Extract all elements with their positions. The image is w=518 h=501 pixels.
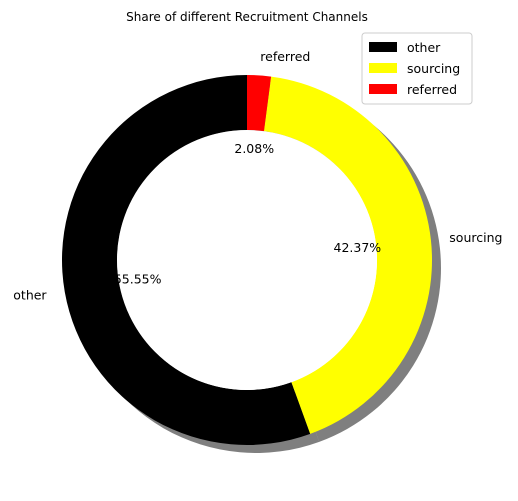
legend-swatch-referred: [369, 84, 397, 94]
slice-labels: other 55.55% sourcing 42.37% referred 2.08%: [13, 49, 502, 302]
legend-label-referred: referred: [407, 82, 457, 97]
legend-swatch-other: [369, 42, 397, 52]
legend-swatch-sourcing: [369, 63, 397, 73]
slice-value-other: 55.55%: [114, 271, 162, 286]
slice-sourcing: [263, 76, 433, 434]
slices: [62, 75, 433, 445]
slice-other: [62, 75, 311, 445]
slice-value-referred: 2.08%: [234, 141, 274, 156]
slice-referred: [247, 75, 272, 132]
chart-title: Share of different Recruitment Channels: [126, 10, 368, 24]
legend-label-sourcing: sourcing: [407, 61, 460, 76]
legend: other sourcing referred: [361, 32, 473, 105]
slice-label-sourcing: sourcing: [449, 230, 502, 245]
slice-label-other: other: [13, 287, 47, 302]
slice-value-sourcing: 42.37%: [334, 240, 382, 255]
donut-hole: [117, 130, 377, 390]
slice-label-referred: referred: [260, 49, 310, 64]
legend-label-other: other: [407, 40, 441, 55]
